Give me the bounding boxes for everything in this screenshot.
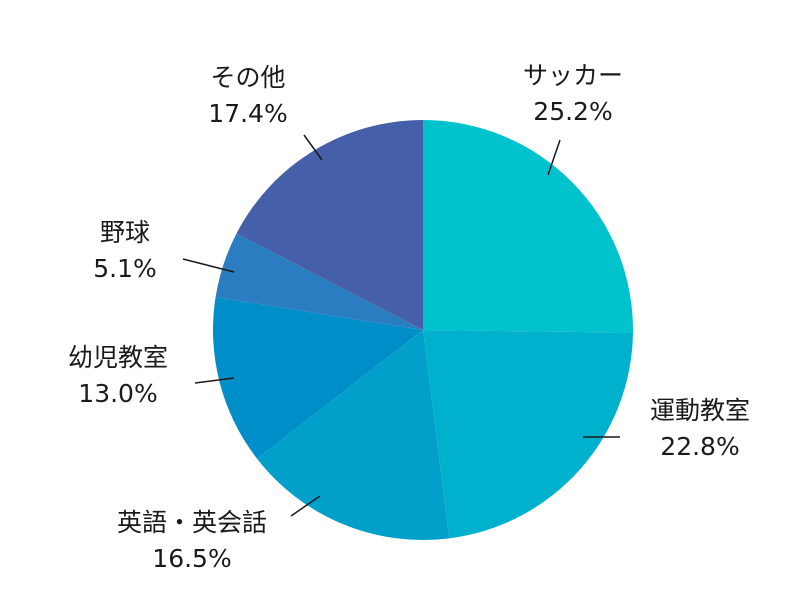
leader-line <box>194 377 235 384</box>
slice-label-name: 野球 <box>99 218 151 247</box>
slice-label-value: 17.4% <box>208 99 288 128</box>
leader-line <box>547 139 561 176</box>
leader-line <box>303 134 323 161</box>
slice-label-exercise-class: 運動教室 22.8% <box>650 393 750 465</box>
slice-label-name: サッカー <box>522 61 624 90</box>
pie-slice <box>257 330 450 541</box>
pie-slice <box>423 330 633 539</box>
slice-label-preschool-class: 幼児教室 13.0% <box>68 340 168 412</box>
leader-line <box>182 258 235 273</box>
pie-slices <box>213 120 633 541</box>
slice-label-value: 16.5% <box>152 544 232 573</box>
slice-label-value: 13.0% <box>78 379 158 408</box>
slice-label-value: 22.8% <box>660 432 740 461</box>
slice-label-english: 英語・英会話 16.5% <box>117 505 267 577</box>
leader-line <box>290 495 321 517</box>
slice-label-name: 英語・英会話 <box>116 508 268 537</box>
pie-slice <box>213 297 423 459</box>
slice-label-value: 25.2% <box>533 97 613 126</box>
slice-label-name: その他 <box>210 63 286 92</box>
slice-label-baseball: 野球 5.1% <box>93 215 157 287</box>
pie-slice <box>423 120 633 333</box>
slice-label-name: 運動教室 <box>649 396 751 425</box>
pie-slice <box>215 233 423 330</box>
slice-label-name: 幼児教室 <box>67 343 169 372</box>
slice-label-value: 5.1% <box>93 254 157 283</box>
slice-label-other: その他 17.4% <box>208 60 287 132</box>
slice-label-soccer: サッカー 25.2% <box>523 58 623 130</box>
leader-lines <box>182 134 620 517</box>
pie-slice <box>236 120 423 330</box>
